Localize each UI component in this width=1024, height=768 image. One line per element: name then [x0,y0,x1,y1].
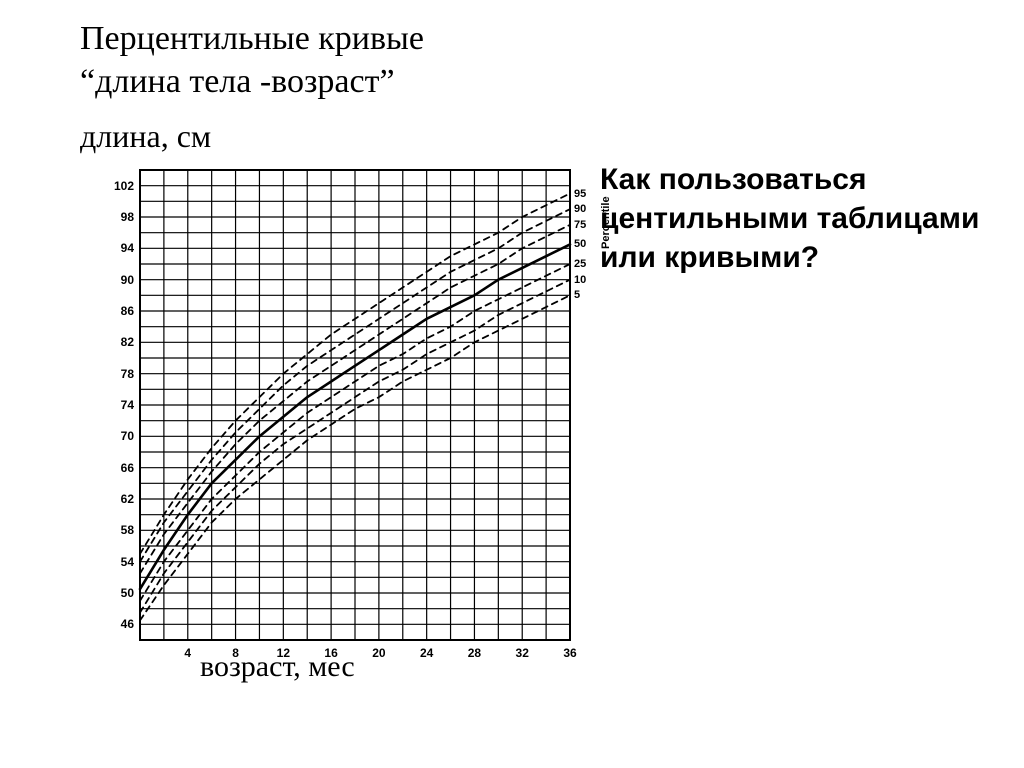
y-tick: 82 [102,335,134,349]
y-tick: 102 [102,179,134,193]
percentile-chart: 4650545862667074788286909498102481216202… [100,160,620,685]
x-tick: 20 [369,646,389,660]
y-tick: 98 [102,210,134,224]
x-tick: 24 [417,646,437,660]
y-tick: 62 [102,492,134,506]
percentile-axis-label: Percentile [600,196,612,249]
x-tick: 28 [464,646,484,660]
percentile-label: 95 [574,188,586,200]
title-line-1: Перцентильные кривые [80,20,424,57]
y-tick: 70 [102,429,134,443]
y-tick: 54 [102,555,134,569]
x-tick: 4 [178,646,198,660]
y-tick: 78 [102,367,134,381]
percentile-label: 50 [574,238,586,250]
percentile-label: 10 [574,274,586,286]
percentile-label: 5 [574,289,580,301]
y-tick: 66 [102,461,134,475]
chart-svg [100,160,620,680]
x-tick: 32 [512,646,532,660]
y-tick: 46 [102,617,134,631]
y-tick: 86 [102,304,134,318]
percentile-label: 90 [574,203,586,215]
x-tick: 36 [560,646,580,660]
percentile-label: 25 [574,258,586,270]
side-question: Как пользоваться центильными таблицами и… [600,160,980,277]
y-tick: 58 [102,523,134,537]
y-tick: 90 [102,273,134,287]
y-tick: 50 [102,586,134,600]
chart-title: Перцентильные кривые “длина тела -возрас… [80,18,424,103]
y-axis-label: длина, см [80,118,211,155]
y-tick: 74 [102,398,134,412]
y-tick: 94 [102,241,134,255]
x-axis-label: возраст, мес [200,650,355,684]
title-line-2: “длина тела -возраст” [80,63,395,100]
percentile-label: 75 [574,219,586,231]
